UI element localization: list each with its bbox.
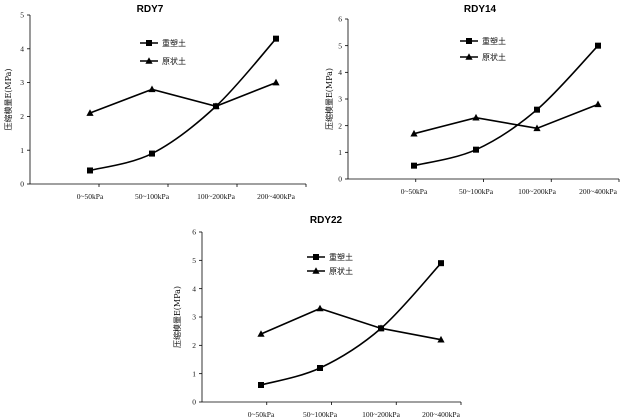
data-point	[149, 150, 155, 157]
legend-entry: 重塑土	[307, 252, 353, 262]
y-tick-label: 0	[20, 180, 24, 189]
chart-title: RDY14	[464, 4, 497, 15]
data-point	[533, 124, 541, 132]
x-tick-label: 200~400kPa	[422, 410, 460, 418]
data-point	[377, 324, 385, 332]
legend-entry: 重塑土	[460, 36, 506, 46]
y-tick-label: 4	[192, 284, 196, 293]
legend-marker	[466, 38, 472, 44]
y-axis-label: 压缩模量E(MPa)	[3, 68, 13, 130]
x-tick-label: 50~100kPa	[303, 410, 338, 418]
legend-entry: 原状土	[307, 266, 353, 276]
data-point	[273, 35, 279, 42]
y-tick-label: 0	[338, 175, 342, 184]
series-undisturbed-soil	[86, 78, 280, 116]
series-line	[260, 262, 442, 386]
series-line	[89, 38, 277, 172]
legend-label: 原状土	[482, 52, 506, 62]
data-point	[148, 85, 156, 93]
chart-panel-rdy14: RDY14 0 1 2 3 4 5 6 0~50kPa 50~100kPa 100~200kPa 20…	[324, 4, 620, 196]
data-point	[594, 100, 602, 108]
legend-entry: 重塑土	[140, 38, 186, 48]
data-point	[86, 109, 94, 116]
chart-panel-rdy22: RDY22 0 1 2 3 4 5 6 0~50kPa 50~100kPa 100~200kPa 20…	[172, 215, 462, 418]
series-line	[89, 81, 277, 114]
y-tick-label: 5	[338, 41, 342, 50]
series-undisturbed-soil	[410, 100, 602, 137]
y-tick-label: 1	[192, 369, 196, 378]
chart-title: RDY7	[137, 4, 164, 15]
y-axis-label: 压缩模量E(MPa)	[172, 286, 182, 348]
x-tick-label: 0~50kPa	[77, 192, 104, 201]
x-tick-label: 100~200kPa	[518, 187, 556, 196]
legend-entry: 原状土	[460, 52, 506, 62]
data-point	[212, 102, 220, 110]
legend-marker	[145, 57, 153, 64]
chart-panel-rdy7: RDY7 0 1 2 3 4 5 0~50kPa 50~100kPa 100~200kPa 200~…	[3, 4, 307, 201]
data-point	[595, 42, 601, 49]
legend-label: 重塑土	[329, 252, 353, 262]
x-tick-label: 100~200kPa	[197, 192, 235, 201]
y-tick-label: 5	[192, 256, 196, 265]
x-tick-label: 0~50kPa	[401, 187, 428, 196]
y-tick-label: 1	[20, 146, 24, 155]
data-point	[411, 162, 417, 169]
data-point	[258, 382, 264, 388]
data-point	[473, 146, 479, 153]
y-tick-label: 2	[338, 121, 342, 130]
legend-marker	[465, 53, 473, 60]
legend-label: 原状土	[162, 56, 186, 66]
y-tick-label: 5	[20, 11, 24, 20]
x-tick-label: 0~50kPa	[248, 410, 275, 418]
legend-label: 重塑土	[162, 38, 186, 48]
series-line	[413, 45, 599, 167]
y-tick-label: 3	[192, 313, 196, 322]
data-point	[316, 304, 324, 312]
legend-label: 重塑土	[482, 36, 506, 46]
x-tick-label: 50~100kPa	[459, 187, 494, 196]
y-tick-label: 2	[192, 341, 196, 350]
x-tick-label: 100~200kPa	[362, 410, 400, 418]
y-tick-label: 1	[338, 148, 342, 157]
y-tick-label: 4	[338, 68, 342, 77]
data-point	[410, 129, 418, 137]
data-point	[438, 260, 444, 267]
y-axis-label: 压缩模量E(MPa)	[324, 68, 334, 130]
legend-entry: 原状土	[140, 56, 186, 66]
data-point	[317, 365, 323, 371]
y-tick-label: 3	[20, 78, 24, 87]
y-tick-label: 2	[20, 112, 24, 121]
series-line	[260, 307, 442, 341]
x-tick-label: 50~100kPa	[135, 192, 170, 201]
series-line	[413, 103, 599, 135]
data-point	[272, 78, 280, 86]
legend-marker	[313, 254, 319, 260]
data-point	[87, 167, 93, 174]
chart-title: RDY22	[310, 215, 343, 226]
legend-marker	[312, 267, 320, 274]
data-point	[534, 106, 540, 113]
y-tick-label: 6	[192, 228, 196, 237]
y-tick-label: 4	[20, 44, 24, 53]
series-remolded-soil	[411, 42, 601, 169]
series-undisturbed-soil	[257, 304, 445, 343]
y-tick-label: 3	[338, 95, 342, 104]
legend-marker	[146, 40, 152, 46]
x-tick-label: 200~400kPa	[257, 192, 295, 201]
y-tick-label: 0	[192, 398, 196, 407]
data-point	[257, 330, 265, 337]
data-point	[472, 113, 480, 121]
x-tick-label: 200~400kPa	[579, 187, 617, 196]
data-point	[437, 335, 445, 343]
legend-label: 原状土	[329, 266, 353, 276]
y-tick-label: 6	[338, 15, 342, 24]
